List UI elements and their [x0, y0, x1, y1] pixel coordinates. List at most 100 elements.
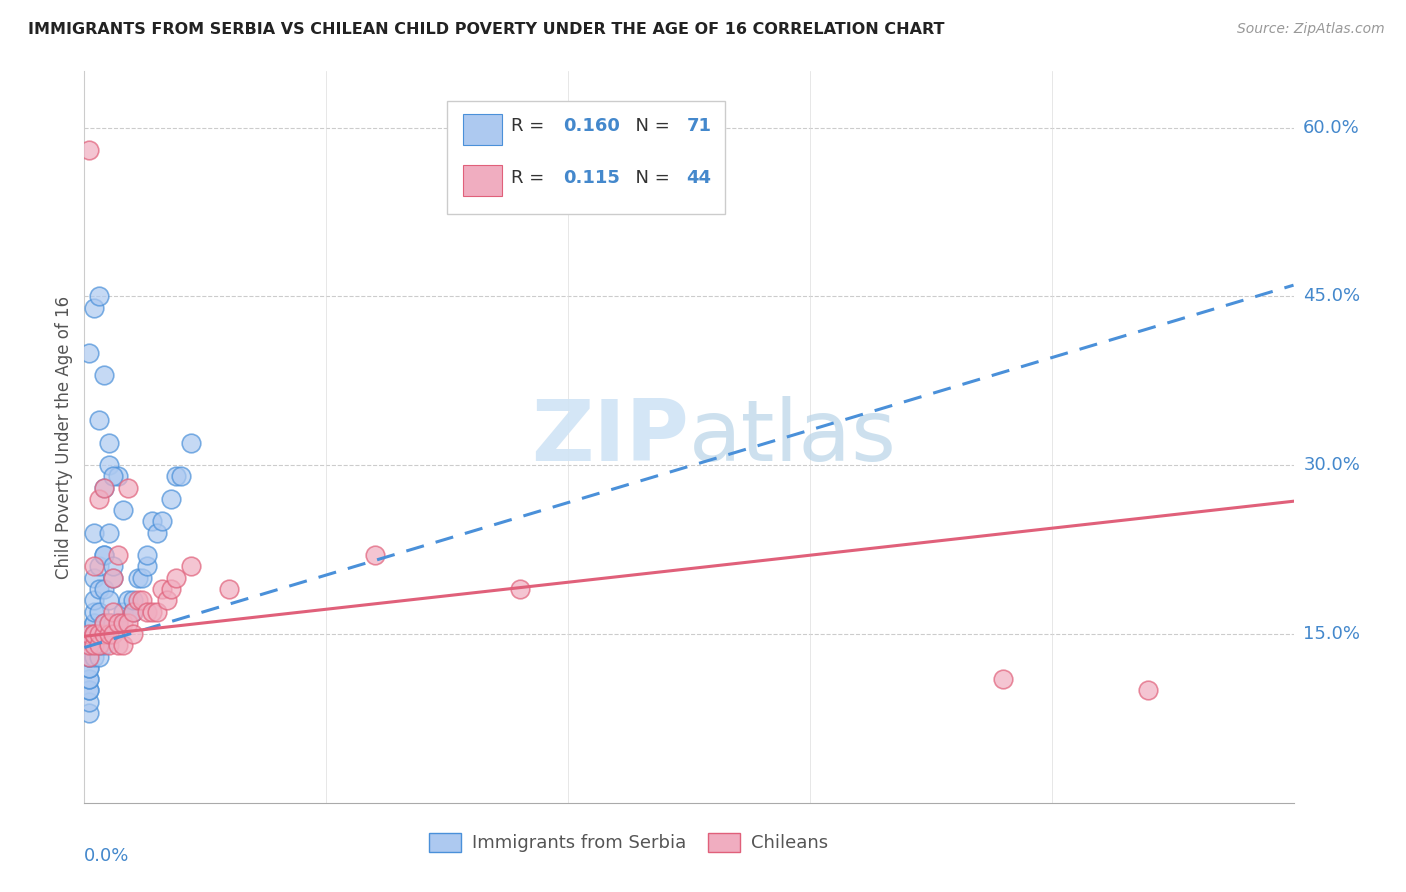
Point	[77, 649, 100, 664]
Point	[131, 571, 153, 585]
Point	[107, 638, 129, 652]
Point	[83, 615, 105, 630]
Point	[87, 627, 110, 641]
Point	[77, 683, 100, 698]
Point	[509, 582, 531, 596]
Point	[87, 638, 110, 652]
Point	[77, 638, 100, 652]
Point	[97, 627, 120, 641]
Text: IMMIGRANTS FROM SERBIA VS CHILEAN CHILD POVERTY UNDER THE AGE OF 16 CORRELATION : IMMIGRANTS FROM SERBIA VS CHILEAN CHILD …	[28, 22, 945, 37]
Point	[77, 638, 100, 652]
Point	[83, 525, 105, 540]
Point	[87, 582, 110, 596]
Point	[103, 571, 125, 585]
Point	[83, 649, 105, 664]
Point	[93, 615, 115, 630]
Point	[77, 638, 100, 652]
Point	[136, 605, 159, 619]
Point	[1137, 683, 1160, 698]
Point	[160, 491, 183, 506]
Text: 30.0%: 30.0%	[1303, 456, 1360, 475]
Point	[93, 582, 115, 596]
Text: 60.0%: 60.0%	[1303, 119, 1360, 136]
Text: Source: ZipAtlas.com: Source: ZipAtlas.com	[1237, 22, 1385, 37]
Point	[363, 548, 385, 562]
Text: 0.115: 0.115	[564, 169, 620, 186]
Point	[117, 481, 139, 495]
Point	[160, 582, 183, 596]
Point	[107, 615, 129, 630]
Point	[77, 143, 100, 157]
Point	[150, 515, 173, 529]
Point	[112, 638, 135, 652]
Point	[180, 559, 202, 574]
Point	[83, 638, 105, 652]
Point	[93, 638, 115, 652]
Text: 0.0%: 0.0%	[84, 847, 129, 864]
Point	[121, 605, 143, 619]
Point	[93, 627, 115, 641]
Point	[83, 605, 105, 619]
Point	[87, 649, 110, 664]
Point	[150, 582, 173, 596]
Point	[93, 615, 115, 630]
Point	[77, 661, 100, 675]
Point	[180, 435, 202, 450]
Point	[93, 548, 115, 562]
Y-axis label: Child Poverty Under the Age of 16: Child Poverty Under the Age of 16	[55, 295, 73, 579]
Point	[121, 605, 143, 619]
Point	[83, 559, 105, 574]
Text: R =: R =	[512, 169, 550, 186]
Point	[131, 593, 153, 607]
Point	[97, 638, 120, 652]
Point	[127, 593, 149, 607]
Text: 0.160: 0.160	[564, 118, 620, 136]
Point	[97, 458, 120, 473]
Point	[87, 289, 110, 303]
Point	[87, 559, 110, 574]
Point	[136, 559, 159, 574]
Point	[97, 435, 120, 450]
Point	[97, 615, 120, 630]
Point	[77, 683, 100, 698]
Point	[83, 627, 105, 641]
Point	[87, 413, 110, 427]
Point	[83, 301, 105, 315]
Point	[97, 627, 120, 641]
Point	[93, 481, 115, 495]
Point	[97, 593, 120, 607]
Point	[107, 469, 129, 483]
Point	[77, 672, 100, 686]
Point	[103, 627, 125, 641]
Point	[121, 605, 143, 619]
Legend: Immigrants from Serbia, Chileans: Immigrants from Serbia, Chileans	[422, 826, 835, 860]
Point	[112, 605, 135, 619]
Point	[93, 627, 115, 641]
Point	[83, 627, 105, 641]
Point	[93, 481, 115, 495]
Text: N =: N =	[624, 169, 675, 186]
Text: 71: 71	[686, 118, 711, 136]
Point	[993, 672, 1015, 686]
Point	[87, 638, 110, 652]
FancyBboxPatch shape	[463, 165, 502, 195]
Point	[83, 593, 105, 607]
Point	[146, 525, 169, 540]
Point	[112, 615, 135, 630]
Point	[146, 605, 169, 619]
Point	[165, 571, 187, 585]
Point	[103, 469, 125, 483]
Point	[103, 559, 125, 574]
Point	[77, 627, 100, 641]
Text: atlas: atlas	[689, 395, 897, 479]
Point	[155, 593, 177, 607]
Text: N =: N =	[624, 118, 675, 136]
Text: 45.0%: 45.0%	[1303, 287, 1361, 305]
Point	[83, 627, 105, 641]
Point	[141, 515, 163, 529]
FancyBboxPatch shape	[447, 101, 725, 214]
Point	[117, 593, 139, 607]
Point	[77, 649, 100, 664]
Text: R =: R =	[512, 118, 550, 136]
Point	[127, 571, 149, 585]
